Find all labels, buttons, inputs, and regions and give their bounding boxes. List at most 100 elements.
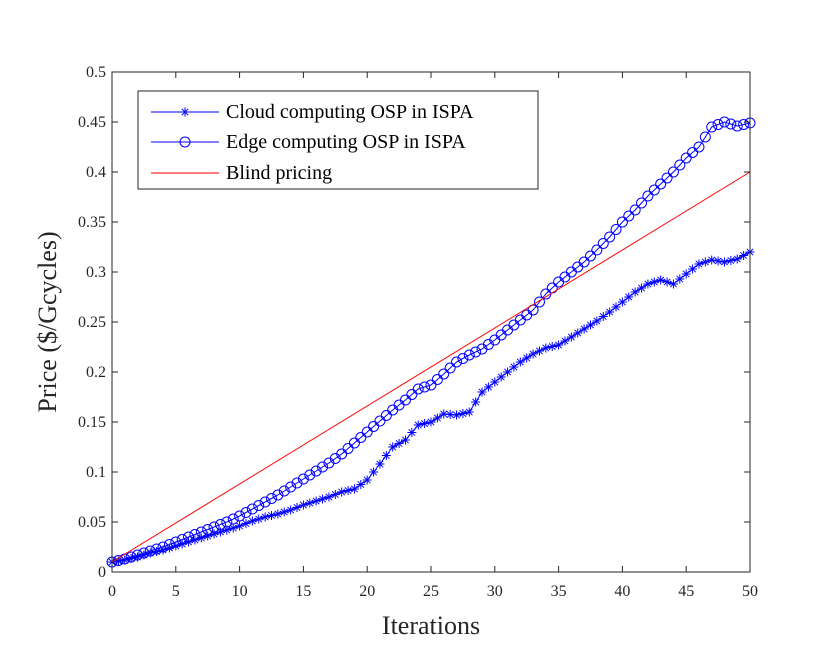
x-tick-label: 25 — [423, 583, 439, 600]
series-blind — [111, 171, 751, 563]
data-point-asterisk — [337, 487, 347, 497]
data-point-asterisk — [400, 435, 410, 445]
data-point-asterisk — [496, 372, 506, 382]
data-point-asterisk — [388, 442, 398, 452]
data-point-circle — [297, 473, 309, 485]
data-point-asterisk — [407, 428, 417, 437]
data-point-asterisk — [420, 419, 430, 428]
data-point-asterisk — [541, 343, 551, 353]
data-point-asterisk — [739, 251, 749, 260]
data-point-asterisk — [228, 523, 238, 533]
data-point-circle — [278, 485, 290, 497]
data-point-circle — [706, 121, 718, 133]
data-point-asterisk — [579, 324, 589, 334]
data-point-asterisk — [707, 255, 717, 265]
data-point-circle — [451, 356, 463, 368]
data-point-circle — [623, 210, 635, 222]
data-point-asterisk — [349, 484, 359, 494]
data-point-circle — [266, 493, 277, 504]
x-tick-label: 30 — [487, 583, 503, 600]
series-line — [111, 171, 751, 563]
y-tick-label: 0.25 — [78, 314, 106, 331]
y-tick-label: 0.05 — [78, 514, 106, 531]
data-point-asterisk — [343, 486, 353, 495]
data-point-asterisk — [267, 511, 276, 520]
data-point-circle — [208, 521, 220, 533]
data-point-asterisk — [279, 507, 289, 517]
y-tick-label: 0.1 — [86, 464, 106, 481]
legend-entry-cloud: Cloud computing OSP in ISPA — [226, 101, 474, 123]
data-point-asterisk — [611, 302, 621, 312]
x-tick-label: 15 — [295, 583, 311, 600]
data-point-asterisk — [566, 332, 576, 342]
data-point-asterisk — [260, 512, 270, 522]
data-point-circle — [234, 510, 246, 522]
x-tick-label: 5 — [172, 583, 180, 600]
data-point-asterisk — [573, 328, 583, 338]
data-point-circle — [399, 394, 411, 406]
data-point-asterisk — [375, 459, 385, 469]
data-point-circle — [285, 481, 297, 493]
y-tick-label: 0.5 — [86, 64, 106, 81]
data-point-asterisk — [694, 259, 704, 269]
data-point-asterisk — [413, 420, 423, 430]
data-point-circle — [368, 421, 380, 432]
x-tick-label: 10 — [232, 583, 248, 600]
data-point-asterisk — [560, 336, 570, 346]
data-point-asterisk — [656, 275, 666, 285]
data-point-circle — [380, 410, 392, 421]
data-point-asterisk — [719, 257, 729, 267]
data-point-circle — [463, 349, 475, 361]
y-tick-label: 0.35 — [78, 214, 106, 231]
data-point-circle — [202, 524, 214, 535]
data-point-circle — [667, 166, 679, 178]
data-point-circle — [687, 147, 699, 158]
data-point-circle — [291, 477, 303, 489]
data-point-circle — [144, 545, 156, 557]
data-point-asterisk — [477, 387, 487, 397]
data-point-circle — [674, 159, 686, 171]
data-point-circle — [151, 543, 163, 555]
data-point-asterisk — [534, 346, 544, 356]
data-point-asterisk — [394, 439, 404, 448]
data-point-circle — [361, 426, 373, 438]
data-point-circle — [731, 120, 743, 132]
data-point-asterisk — [515, 357, 525, 367]
data-point-asterisk — [554, 340, 564, 350]
data-point-asterisk — [247, 516, 257, 526]
data-point-circle — [336, 448, 348, 460]
x-tick-label: 35 — [551, 583, 567, 600]
data-point-asterisk — [605, 307, 615, 317]
data-point-circle — [138, 547, 150, 559]
data-point-circle — [629, 204, 641, 216]
data-point-asterisk — [592, 316, 602, 326]
data-point-circle — [406, 389, 418, 400]
data-point-circle — [310, 465, 322, 477]
data-point-circle — [125, 551, 137, 563]
legend-marker-asterisk — [180, 107, 190, 117]
data-point-circle — [348, 437, 360, 449]
data-point-asterisk — [452, 410, 462, 420]
data-point-asterisk — [432, 413, 442, 423]
data-point-circle — [163, 539, 175, 550]
data-point-circle — [176, 534, 188, 545]
y-tick-label: 0.4 — [86, 164, 106, 181]
data-point-asterisk — [509, 362, 519, 372]
data-point-asterisk — [668, 279, 678, 289]
data-point-asterisk — [292, 503, 302, 512]
data-point-circle — [253, 500, 265, 511]
data-point-circle — [470, 346, 482, 358]
data-point-asterisk — [273, 509, 283, 519]
data-point-circle — [699, 131, 711, 143]
data-point-circle — [610, 224, 622, 235]
data-point-circle — [578, 256, 590, 268]
data-point-asterisk — [688, 264, 698, 274]
series-edge — [106, 116, 756, 568]
data-point-asterisk — [617, 297, 627, 307]
data-point-asterisk — [318, 494, 328, 504]
data-point-circle — [259, 496, 271, 508]
data-point-asterisk — [649, 277, 659, 287]
data-point-asterisk — [643, 279, 653, 289]
x-tick-label: 0 — [108, 583, 116, 600]
